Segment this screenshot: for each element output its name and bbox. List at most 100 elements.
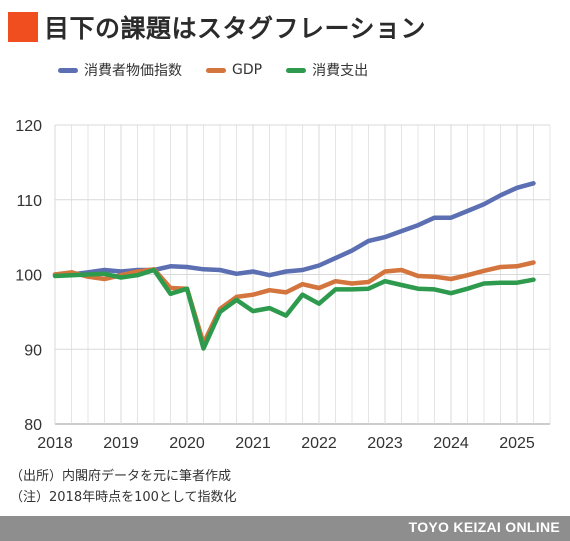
y-tick-label: 90: [24, 342, 42, 359]
title-block: 目下の課題はスタグフレーション: [8, 10, 426, 44]
chart-title: 目下の課題はスタグフレーション: [44, 14, 427, 43]
data-point: [466, 209, 469, 213]
line-chart: 80 90 100 110 120 2018 2019 2020 2021 2022 2023 202…: [15, 118, 551, 452]
data-point: [103, 268, 106, 272]
data-point: [86, 273, 90, 276]
data-point: [515, 264, 519, 268]
data-point: [433, 216, 436, 220]
legend-swatch: [58, 67, 78, 73]
x-tick-label: 2021: [235, 435, 271, 452]
x-tick-label: 2025: [499, 435, 535, 452]
data-point: [202, 347, 205, 351]
series-line-2: [52, 267, 536, 351]
source-note: （出所）内閣府データを元に筆者作成: [10, 469, 232, 484]
data-point: [301, 268, 304, 272]
data-point: [202, 267, 205, 271]
x-tick-label: 2022: [301, 435, 337, 452]
data-point: [136, 270, 139, 274]
legend-swatch: [206, 67, 226, 73]
data-point: [515, 186, 519, 190]
data-point: [416, 274, 420, 278]
data-point: [482, 281, 486, 285]
series-line-0: [52, 181, 536, 278]
data-point: [449, 291, 453, 295]
data-point: [103, 277, 106, 281]
data-point: [400, 283, 403, 287]
data-point: [416, 223, 420, 227]
data-point: [466, 273, 469, 277]
footer-bar: TOYO KEIZAI ONLINE: [0, 516, 570, 541]
data-point: [218, 310, 222, 314]
data-point: [383, 235, 387, 239]
data-point: [284, 270, 288, 274]
data-point: [301, 282, 304, 286]
legend-label: 消費者物価指数: [84, 63, 182, 79]
y-tick-label: 110: [16, 193, 42, 210]
data-point: [268, 273, 271, 277]
data-point: [515, 281, 519, 285]
data-point: [317, 302, 321, 306]
data-point: [433, 275, 436, 279]
data-point: [532, 181, 535, 185]
data-point: [235, 295, 238, 299]
data-point: [251, 309, 255, 313]
data-point: [350, 287, 354, 291]
data-point: [482, 269, 486, 273]
x-tick-label: 2018: [37, 435, 73, 452]
data-point: [499, 265, 502, 269]
data-point: [317, 286, 321, 290]
data-point: [251, 270, 255, 274]
data-point: [119, 275, 123, 279]
y-tick-label: 80: [24, 417, 42, 434]
data-point: [499, 193, 502, 197]
data-point: [185, 287, 189, 291]
data-point: [70, 273, 73, 277]
data-point: [251, 293, 255, 297]
data-point: [136, 273, 139, 277]
data-point: [400, 229, 403, 233]
data-point: [350, 281, 354, 285]
data-point: [532, 261, 535, 265]
data-point: [235, 298, 238, 302]
data-point: [350, 249, 354, 253]
data-point: [482, 202, 486, 206]
data-point: [400, 268, 403, 272]
data-point: [317, 264, 321, 268]
axis-layer: 80 90 100 110 120 2018 2019 2020 2021 2022 2023 202…: [15, 118, 535, 452]
data-point: [499, 281, 502, 285]
x-tick-label: 2020: [169, 435, 205, 452]
data-point: [268, 288, 271, 292]
notes: （出所）内閣府データを元に筆者作成 （注）2018年時点を100として指数化: [10, 466, 237, 508]
data-point: [284, 314, 288, 318]
data-point: [383, 270, 387, 274]
data-point: [169, 292, 172, 296]
x-tick-label: 2023: [367, 435, 403, 452]
data-point: [185, 265, 189, 269]
y-tick-label: 100: [15, 268, 42, 285]
data-point: [532, 278, 535, 282]
legend-item: 消費者物価指数: [58, 60, 182, 80]
data-point: [284, 290, 288, 294]
data-point: [466, 287, 469, 291]
data-point: [449, 277, 453, 281]
legend-item: GDP: [206, 60, 262, 80]
data-point: [383, 279, 387, 283]
data-point: [416, 287, 420, 291]
series-line-1: [52, 260, 536, 346]
data-point: [169, 264, 172, 268]
data-point: [334, 279, 337, 283]
series-layer: [52, 181, 536, 351]
data-point: [367, 287, 370, 291]
data-point: [119, 270, 123, 274]
data-point: [103, 272, 106, 276]
legend-label: 消費支出: [312, 63, 369, 79]
data-point: [53, 274, 57, 278]
index-note: （注）2018年時点を100として指数化: [10, 490, 237, 505]
data-point: [218, 268, 222, 272]
data-point: [301, 293, 304, 297]
data-point: [367, 239, 370, 243]
data-point: [152, 268, 156, 272]
legend-swatch: [286, 67, 307, 73]
legend-item: 消費支出: [286, 60, 368, 80]
data-point: [169, 286, 172, 290]
